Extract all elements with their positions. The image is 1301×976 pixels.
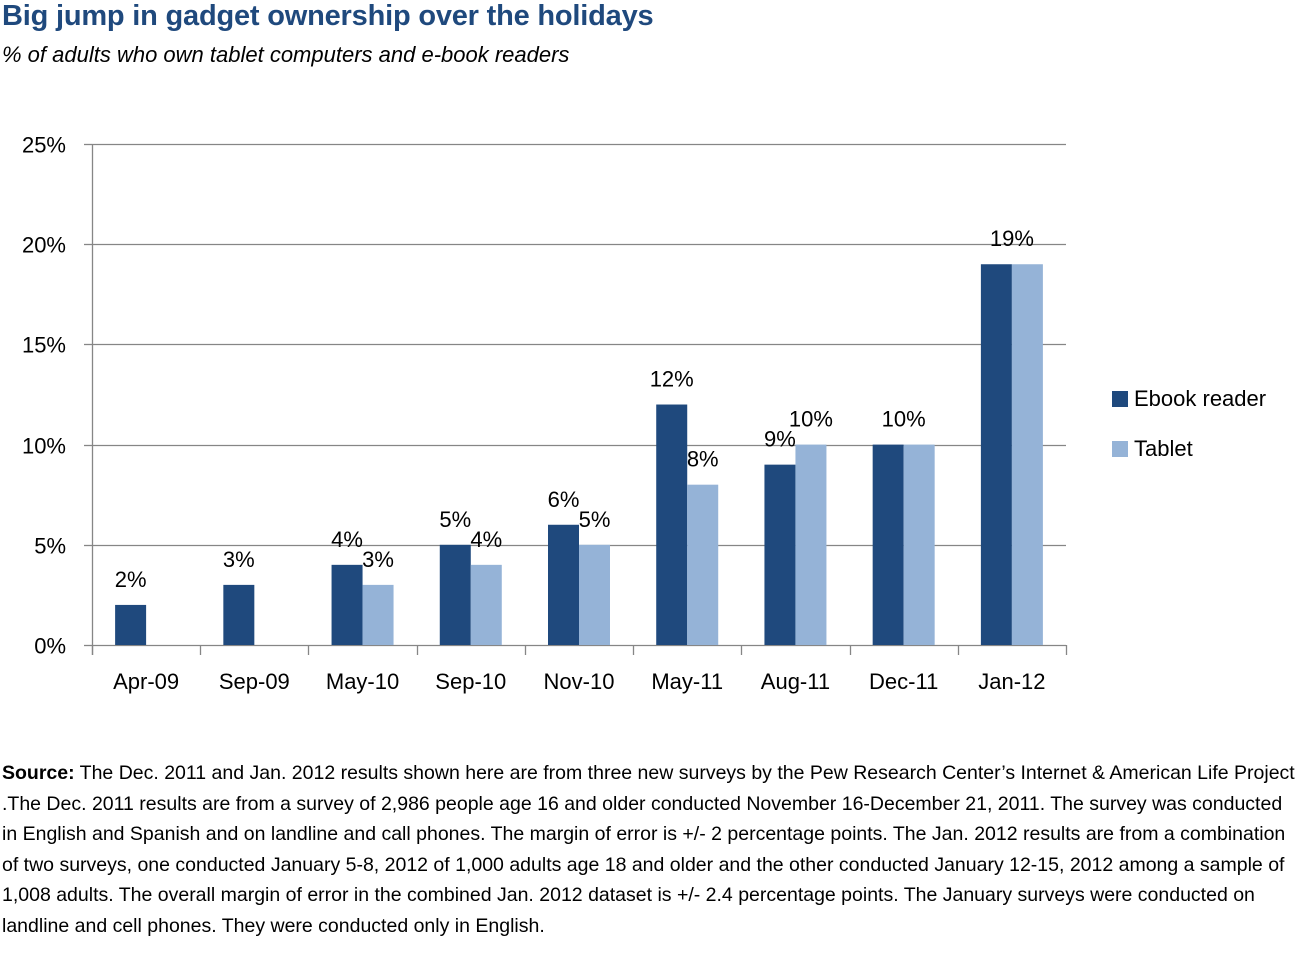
bar-ebook-reader bbox=[439, 544, 471, 645]
bar-chart: 0% 5% 10% 15% 20% 25% Apr-09 Sep-09 May-10 Sep-1… bbox=[22, 133, 1068, 694]
x-axis: Apr-09 Sep-09 May-10 Sep-10 Nov-10 May-11 Aug-… bbox=[91, 644, 1068, 694]
x-tick-label: Sep-10 bbox=[435, 669, 506, 694]
data-label-tablet: 8% bbox=[687, 447, 719, 472]
legend-item-ebook-reader: Ebook reader bbox=[1112, 374, 1266, 424]
data-label-ebook-reader: 4% bbox=[331, 527, 363, 552]
source-text: The Dec. 2011 and Jan. 2012 results show… bbox=[2, 762, 1295, 937]
bar-ebook-reader bbox=[764, 464, 796, 645]
data-label-ebook-reader: 19% bbox=[990, 226, 1034, 251]
x-tick-label: Apr-09 bbox=[113, 669, 179, 694]
data-label-ebook-reader: 12% bbox=[650, 367, 694, 392]
bar-ebook-reader bbox=[548, 524, 579, 645]
x-tick-label: Sep-09 bbox=[219, 669, 290, 694]
bar-ebook-reader bbox=[115, 604, 147, 645]
data-labels: 2%3%4%5%6%12%9%10%19%3%4%5%8%10% bbox=[115, 226, 1034, 592]
bar-tablet bbox=[1011, 264, 1043, 645]
data-label-ebook-reader: 10% bbox=[882, 407, 926, 432]
y-tick-label: 15% bbox=[22, 333, 66, 358]
bar-tablet bbox=[470, 564, 502, 645]
x-tick-label: May-11 bbox=[651, 669, 723, 694]
bar-ebook-reader bbox=[656, 404, 688, 645]
data-label-tablet: 4% bbox=[470, 527, 502, 552]
bar-tablet bbox=[903, 444, 935, 645]
legend-item-tablet: Tablet bbox=[1112, 424, 1266, 474]
x-tick-label: Dec-11 bbox=[869, 669, 938, 694]
chart-title: Big jump in gadget ownership over the ho… bbox=[2, 0, 654, 32]
data-label-ebook-reader: 2% bbox=[115, 567, 147, 592]
legend-label-tablet: Tablet bbox=[1134, 436, 1193, 461]
bar-tablet bbox=[795, 444, 827, 645]
bars bbox=[115, 264, 1043, 645]
bar-ebook-reader bbox=[980, 264, 1012, 645]
data-label-tablet: 10% bbox=[789, 407, 833, 432]
legend-swatch-ebook-reader bbox=[1112, 391, 1128, 407]
data-label-ebook-reader: 6% bbox=[548, 487, 580, 512]
data-label-ebook-reader: 3% bbox=[223, 547, 255, 572]
y-tick-label: 25% bbox=[22, 133, 66, 158]
data-label-ebook-reader: 5% bbox=[439, 507, 471, 532]
legend-label-ebook-reader: Ebook reader bbox=[1134, 386, 1267, 411]
data-label-tablet: 3% bbox=[362, 547, 394, 572]
source-note: Source: The Dec. 2011 and Jan. 2012 resu… bbox=[2, 758, 1300, 941]
y-axis: 0% 5% 10% 15% 20% 25% bbox=[22, 133, 94, 659]
bar-ebook-reader bbox=[872, 444, 904, 645]
chart-subtitle: % of adults who own tablet computers and… bbox=[2, 42, 570, 67]
bar-ebook-reader bbox=[331, 564, 363, 645]
y-tick-label: 0% bbox=[34, 634, 66, 659]
source-label: Source: bbox=[2, 762, 75, 784]
y-tick-label: 5% bbox=[34, 534, 66, 559]
y-tick-label: 20% bbox=[22, 233, 66, 258]
data-label-tablet: 5% bbox=[579, 507, 611, 532]
bar-tablet bbox=[687, 484, 719, 645]
legend: Ebook reader Tablet bbox=[1112, 374, 1266, 474]
x-tick-label: Jan-12 bbox=[978, 669, 1045, 694]
bar-ebook-reader bbox=[223, 584, 255, 645]
y-tick-label: 10% bbox=[22, 434, 66, 459]
bar-tablet bbox=[579, 544, 610, 645]
data-label-ebook-reader: 9% bbox=[764, 427, 796, 452]
x-tick-label: May-10 bbox=[326, 669, 399, 694]
x-tick-label: Nov-10 bbox=[544, 669, 615, 694]
bar-tablet bbox=[362, 584, 394, 645]
x-tick-label: Aug-11 bbox=[761, 669, 830, 694]
legend-swatch-tablet bbox=[1112, 441, 1128, 457]
